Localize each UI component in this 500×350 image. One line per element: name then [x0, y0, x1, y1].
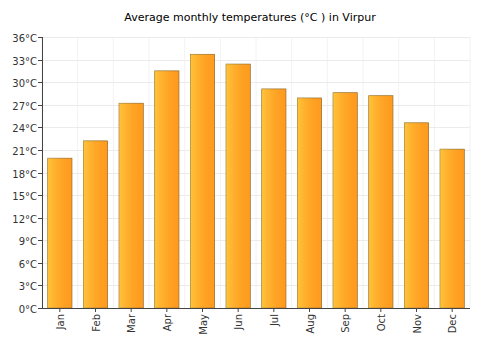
grid-line	[42, 60, 470, 61]
tick-mark	[38, 105, 42, 106]
category-label: Sep	[340, 314, 351, 333]
grid-line-x	[42, 37, 43, 308]
tick-mark-x	[59, 308, 60, 312]
bar	[119, 103, 143, 308]
bar-shade	[440, 149, 464, 308]
grid-line	[42, 82, 470, 83]
grid-line-x	[398, 37, 399, 308]
grid-line	[42, 105, 470, 106]
category-label: Dec	[447, 314, 458, 333]
tick-mark	[38, 308, 42, 309]
grid-line-x	[434, 37, 435, 308]
bar-shade	[369, 96, 393, 308]
grid-line-x	[220, 37, 221, 308]
title: Average monthly temperatures (°C ) in Vi…	[124, 11, 376, 24]
bar	[333, 93, 357, 308]
tick-mark-x	[380, 308, 381, 312]
bar-shade	[262, 89, 286, 308]
tick-label: 21°C	[12, 146, 37, 157]
bar-shade	[226, 64, 250, 308]
category-label: Oct	[376, 314, 387, 331]
tick-mark-x	[416, 308, 417, 312]
tick-mark-x	[166, 308, 167, 312]
bar-shade	[404, 123, 428, 308]
tick-label: 33°C	[12, 56, 37, 67]
bar	[155, 71, 179, 308]
bar-shade	[333, 93, 357, 308]
bar	[48, 158, 72, 308]
tick-mark-x	[309, 308, 310, 312]
bar-shade	[297, 98, 321, 308]
grid-line-x	[291, 37, 292, 308]
bars	[48, 54, 465, 308]
chart: Average monthly temperatures (°C ) in Vi…	[0, 0, 500, 350]
grid-line-x	[327, 37, 328, 308]
tick-label: 30°C	[12, 78, 37, 89]
bar	[262, 89, 286, 308]
bar-shade	[155, 71, 179, 308]
grid-line-x	[113, 37, 114, 308]
category-label: Nov	[412, 314, 423, 334]
grid-line-x	[77, 37, 78, 308]
bar	[190, 54, 214, 308]
category-label: May	[198, 314, 209, 335]
tick-label: 0°C	[19, 304, 37, 315]
tick-label: 27°C	[12, 101, 37, 112]
tick-label: 9°C	[19, 236, 37, 247]
tick-mark	[38, 127, 42, 128]
tick-mark-x	[273, 308, 274, 312]
grid-line	[42, 37, 470, 38]
tick-label: 3°C	[19, 281, 37, 292]
bar	[369, 96, 393, 308]
bar-shade	[190, 54, 214, 308]
tick-mark-x	[452, 308, 453, 312]
bar-shade	[48, 158, 72, 308]
tick-mark	[38, 195, 42, 196]
tick-mark	[38, 240, 42, 241]
tick-mark	[38, 173, 42, 174]
grid-line-x	[184, 37, 185, 308]
category-label: Mar	[126, 313, 137, 333]
category-label: Feb	[91, 314, 102, 332]
category-label: Aug	[305, 314, 316, 334]
tick-label: 6°C	[19, 259, 37, 270]
bar	[440, 149, 464, 308]
tick-mark	[38, 285, 42, 286]
category-label: Jul	[269, 314, 280, 327]
tick-mark	[38, 218, 42, 219]
tick-mark	[38, 82, 42, 83]
x-axis	[42, 308, 470, 309]
tick-label: 24°C	[12, 123, 37, 134]
bar	[226, 64, 250, 308]
tick-mark	[38, 60, 42, 61]
category-label: Jun	[233, 314, 244, 331]
tick-label: 12°C	[12, 214, 37, 225]
bar-shade	[119, 103, 143, 308]
tick-label: 15°C	[12, 191, 37, 202]
bar	[404, 123, 428, 308]
tick-label: 36°C	[12, 33, 37, 44]
grid-line-x	[256, 37, 257, 308]
y-axis	[42, 37, 43, 308]
tick-mark-x	[131, 308, 132, 312]
tick-mark	[38, 150, 42, 151]
tick-mark	[38, 263, 42, 264]
tick-label: 18°C	[12, 169, 37, 180]
category-label: Jan	[55, 314, 66, 330]
bar	[83, 141, 107, 308]
grid-line-x	[149, 37, 150, 308]
grid-line	[42, 308, 470, 309]
tick-mark-x	[345, 308, 346, 312]
bar	[297, 98, 321, 308]
bar-shade	[83, 141, 107, 308]
grid-line-x	[363, 37, 364, 308]
tick-mark	[38, 37, 42, 38]
tick-mark-x	[238, 308, 239, 312]
category-label: Apr	[162, 313, 173, 331]
grid-line-x	[470, 37, 471, 308]
tick-mark-x	[202, 308, 203, 312]
tick-mark-x	[95, 308, 96, 312]
